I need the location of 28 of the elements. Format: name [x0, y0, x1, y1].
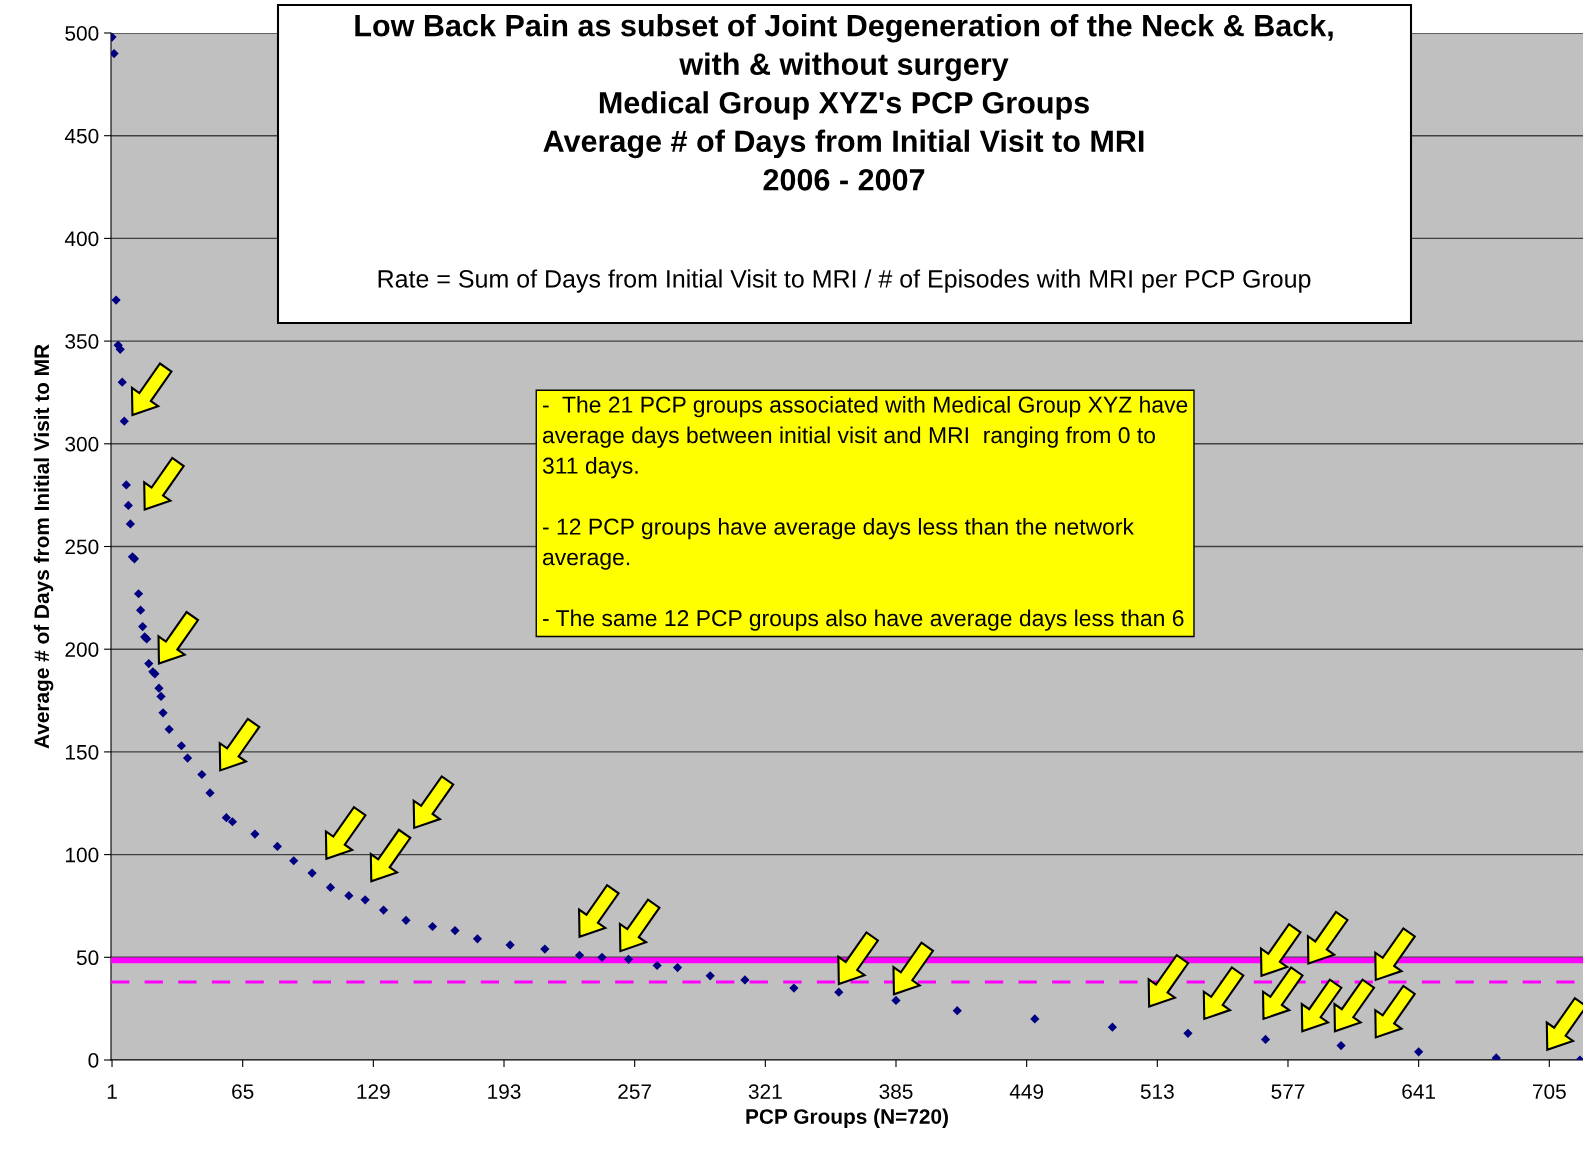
x-tick-label: 641: [1402, 1084, 1436, 1099]
text: - The 21 PCP groups associated with Medical Group XYZ have average days between initial visit and MRI ranging from 0 to 311 days. - 12 PCP groups have average days less than the network average. - The same 12 PCP groups also have average days less than 6: [542, 396, 1188, 631]
x-tick-label: 449: [1009, 1084, 1044, 1099]
x-tick-label: 1: [107, 1084, 117, 1099]
y-tick-label: 50: [76, 950, 99, 966]
y-axis-title: Average # of Days from Initial Visit to MR: [33, 344, 54, 749]
y-tick-label: 200: [65, 642, 99, 657]
y-tick-label: 400: [64, 231, 99, 247]
y-tick-label: 350: [65, 334, 99, 349]
y-tick-label: 300: [65, 436, 99, 452]
y-tick-label: 0: [88, 1053, 99, 1068]
x-tick-label: 705: [1533, 1084, 1566, 1099]
text: Rate = Sum of Days from Initial Visit to MRI / # of Episodes with MRI per PCP Group: [378, 269, 1311, 293]
x-axis-title: PCP Groups (N=720): [746, 1108, 948, 1129]
text: Low Back Pain as subset of Joint Degeneration of the Neck & Back, with & without surgery Medical Group XYZ's PCP Groups Average # of Days from Initial Visit to MRI 2006 - 2007: [355, 14, 1333, 191]
y-tick-label: 150: [66, 744, 99, 760]
x-tick-label: 577: [1271, 1084, 1305, 1099]
x-tick-label: 193: [488, 1084, 521, 1099]
x-tick-label: 385: [879, 1084, 913, 1099]
y-tick-label: 450: [64, 128, 99, 144]
y-tick-label: 250: [65, 539, 99, 555]
y-tick-label: 100: [66, 847, 99, 863]
x-tick-label: 257: [618, 1084, 652, 1099]
y-tick-label: 500: [65, 26, 99, 41]
x-tick-label: 321: [748, 1084, 782, 1099]
x-tick-label: 129: [357, 1084, 390, 1099]
x-tick-label: 65: [232, 1084, 254, 1099]
x-tick-label: 513: [1140, 1084, 1174, 1099]
